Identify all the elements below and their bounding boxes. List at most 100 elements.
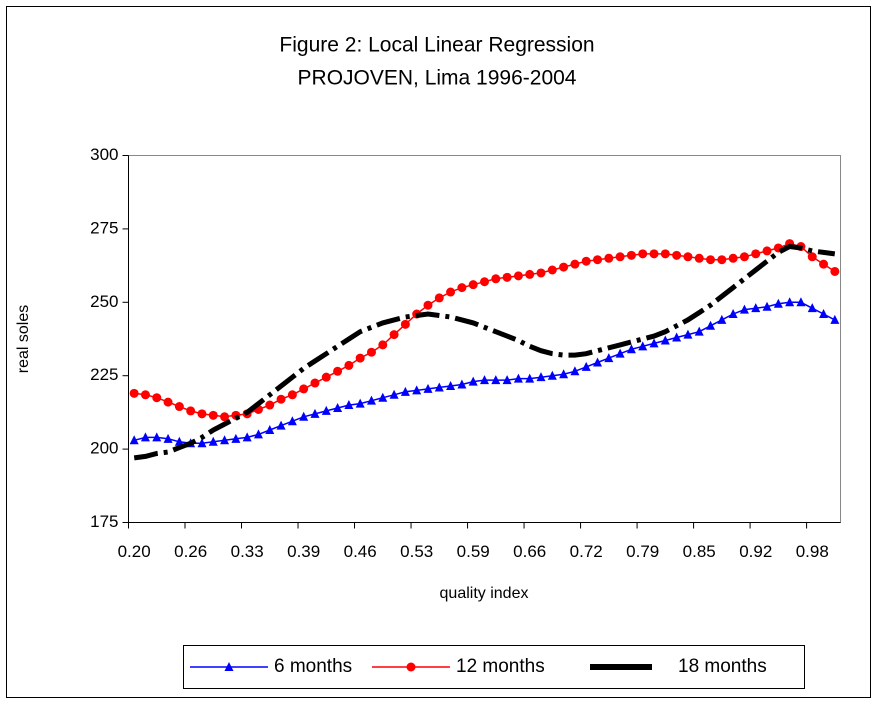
marker <box>152 432 162 442</box>
marker <box>593 357 603 367</box>
marker <box>446 287 456 297</box>
marker <box>220 435 230 445</box>
y-tick-label: 250 <box>90 292 118 311</box>
marker <box>333 366 343 376</box>
marker <box>163 397 173 407</box>
marker <box>807 303 817 313</box>
marker <box>140 432 150 442</box>
marker <box>615 252 625 262</box>
marker <box>502 375 512 385</box>
marker <box>604 353 614 363</box>
y-axis-title: real soles <box>15 305 32 373</box>
marker <box>638 341 648 351</box>
marker <box>819 259 829 269</box>
marker <box>807 252 817 262</box>
x-tick-label: 0.92 <box>739 542 772 561</box>
x-tick-label: 0.72 <box>570 542 603 561</box>
marker <box>502 272 512 282</box>
marker <box>694 253 704 263</box>
marker <box>480 375 489 385</box>
marker <box>310 408 320 418</box>
y-tick-label: 175 <box>90 512 118 531</box>
x-tick-label: 0.46 <box>344 542 377 561</box>
marker <box>739 304 749 314</box>
marker <box>208 410 218 420</box>
marker <box>830 266 840 276</box>
marker <box>626 250 636 260</box>
marker <box>446 380 456 390</box>
marker <box>785 297 795 307</box>
marker <box>536 268 546 278</box>
marker <box>197 409 207 419</box>
marker <box>333 402 343 412</box>
marker <box>400 319 410 329</box>
marker <box>491 274 501 284</box>
marker <box>762 246 772 256</box>
marker <box>547 370 557 380</box>
marker <box>423 383 433 393</box>
marker <box>197 438 207 448</box>
chart-subtitle: PROJOVEN, Lima 1996-2004 <box>298 67 577 90</box>
marker <box>773 298 783 308</box>
marker <box>762 301 772 311</box>
marker <box>739 252 749 262</box>
x-tick-label: 0.39 <box>287 542 320 561</box>
marker <box>321 405 331 415</box>
marker <box>287 416 297 426</box>
marker <box>683 329 693 339</box>
marker <box>253 429 263 439</box>
marker <box>231 433 241 443</box>
series-line <box>133 243 836 461</box>
marker <box>660 249 670 259</box>
marker <box>480 277 489 287</box>
marker <box>423 300 433 310</box>
marker <box>672 250 682 260</box>
marker <box>186 406 196 416</box>
marker <box>152 393 162 403</box>
marker <box>751 249 761 259</box>
marker <box>321 372 331 382</box>
marker <box>434 382 444 392</box>
marker <box>706 320 716 330</box>
marker <box>242 432 252 442</box>
marker <box>129 388 139 398</box>
marker <box>683 252 693 262</box>
marker <box>728 309 738 319</box>
legend-label: 18 months <box>678 656 767 677</box>
marker <box>224 662 234 671</box>
marker <box>649 338 659 348</box>
marker <box>717 314 727 324</box>
marker <box>378 392 388 402</box>
x-tick-label: 0.53 <box>400 542 433 561</box>
marker <box>626 344 636 354</box>
marker <box>174 436 184 446</box>
marker <box>389 330 399 340</box>
marker <box>208 436 218 446</box>
marker <box>513 271 523 281</box>
marker <box>129 435 139 445</box>
marker <box>649 249 659 259</box>
y-tick-label: 275 <box>90 218 118 237</box>
marker <box>174 402 184 412</box>
marker <box>412 385 422 395</box>
marker <box>593 255 603 265</box>
marker <box>672 332 682 342</box>
marker <box>581 361 591 371</box>
marker <box>468 376 478 386</box>
marker <box>559 262 569 272</box>
marker <box>581 256 591 266</box>
marker <box>570 259 580 269</box>
y-tick-label: 200 <box>90 439 118 458</box>
marker <box>163 433 173 443</box>
x-tick-label: 0.98 <box>796 542 829 561</box>
marker <box>344 400 354 410</box>
marker <box>717 255 727 265</box>
marker <box>491 375 501 385</box>
legend-label: 12 months <box>456 656 545 677</box>
marker <box>366 395 376 405</box>
marker <box>378 340 388 350</box>
x-tick-label: 0.66 <box>513 542 546 561</box>
marker <box>276 394 286 404</box>
marker <box>615 348 625 358</box>
